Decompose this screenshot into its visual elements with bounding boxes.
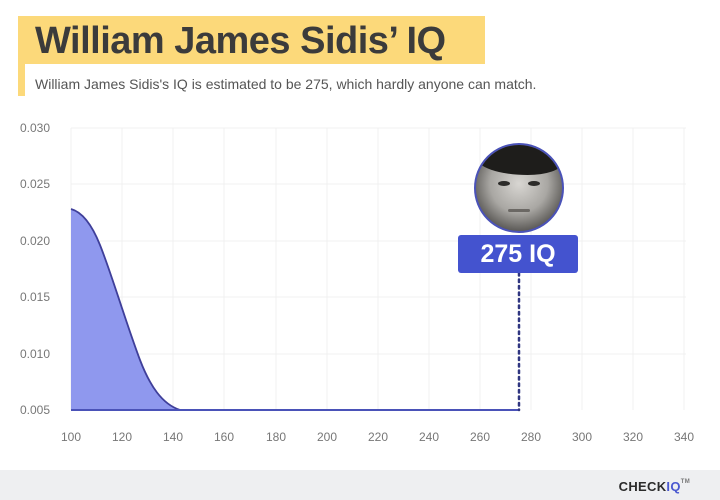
avatar-mouth [508, 209, 530, 212]
svg-text:320: 320 [623, 430, 643, 444]
title-accent-bar [18, 64, 25, 96]
svg-text:0.030: 0.030 [20, 121, 50, 135]
portrait-avatar [474, 143, 564, 233]
svg-text:160: 160 [214, 430, 234, 444]
distribution-area [71, 209, 180, 410]
footer-bar: CHECKIQTM [0, 470, 720, 500]
svg-text:260: 260 [470, 430, 490, 444]
y-axis-ticks: 0.030 0.025 0.020 0.015 0.010 0.005 [20, 121, 50, 417]
checkiq-logo[interactable]: CHECKIQTM [619, 479, 690, 494]
logo-text-iq: IQ [666, 479, 681, 494]
avatar-eye-right [528, 181, 540, 186]
title-highlight-band [18, 16, 485, 64]
svg-text:300: 300 [572, 430, 592, 444]
svg-text:340: 340 [674, 430, 694, 444]
grid [70, 127, 686, 410]
svg-text:0.010: 0.010 [20, 347, 50, 361]
page-subtitle: William James Sidis's IQ is estimated to… [35, 76, 537, 92]
svg-text:240: 240 [419, 430, 439, 444]
svg-text:100: 100 [61, 430, 81, 444]
svg-text:280: 280 [521, 430, 541, 444]
page-title: William James Sidis’ IQ [35, 20, 446, 62]
svg-text:220: 220 [368, 430, 388, 444]
x-axis-ticks: 100 120 140 160 180 200 220 240 260 280 … [61, 430, 694, 444]
svg-text:180: 180 [266, 430, 286, 444]
iq-value-badge: 275 IQ [458, 235, 578, 273]
svg-text:0.025: 0.025 [20, 177, 50, 191]
svg-text:120: 120 [112, 430, 132, 444]
iq-distribution-chart: 0.030 0.025 0.020 0.015 0.010 0.005 100 … [20, 121, 694, 444]
avatar-hair [476, 145, 562, 175]
svg-text:0.015: 0.015 [20, 290, 50, 304]
avatar-eye-left [498, 181, 510, 186]
distribution-curve [70, 208, 181, 411]
logo-text-check: CHECK [618, 479, 667, 494]
svg-text:0.005: 0.005 [20, 403, 50, 417]
svg-text:200: 200 [317, 430, 337, 444]
svg-text:0.020: 0.020 [20, 234, 50, 248]
logo-trademark: TM [680, 479, 690, 485]
svg-text:140: 140 [163, 430, 183, 444]
